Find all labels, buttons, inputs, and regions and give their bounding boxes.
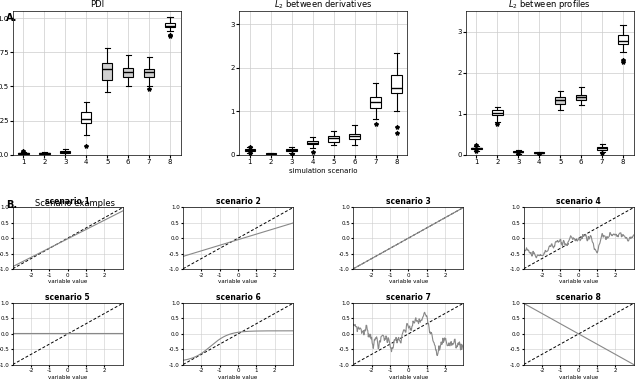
PathPatch shape	[513, 151, 524, 152]
Text: Scenario examples: Scenario examples	[35, 200, 115, 209]
PathPatch shape	[392, 75, 402, 93]
PathPatch shape	[597, 147, 607, 150]
PathPatch shape	[60, 151, 70, 153]
Title: PDI: PDI	[90, 0, 104, 9]
Title: $L_2$ between derivatives: $L_2$ between derivatives	[274, 0, 372, 11]
Title: scenario 6: scenario 6	[216, 293, 260, 302]
X-axis label: variable value: variable value	[388, 279, 428, 284]
Title: scenario 1: scenario 1	[45, 198, 90, 206]
PathPatch shape	[576, 95, 586, 100]
PathPatch shape	[492, 110, 502, 116]
PathPatch shape	[534, 152, 545, 153]
Title: scenario 8: scenario 8	[556, 293, 601, 302]
X-axis label: variable value: variable value	[48, 375, 88, 380]
Title: $L_2$ between profiles: $L_2$ between profiles	[508, 0, 591, 11]
PathPatch shape	[244, 149, 255, 151]
X-axis label: variable value: variable value	[48, 279, 88, 284]
X-axis label: simulation scenario: simulation scenario	[289, 168, 358, 174]
Title: scenario 3: scenario 3	[386, 198, 431, 206]
PathPatch shape	[123, 68, 133, 78]
PathPatch shape	[471, 147, 481, 149]
X-axis label: variable value: variable value	[559, 279, 598, 284]
PathPatch shape	[307, 141, 318, 144]
PathPatch shape	[39, 153, 49, 154]
Title: scenario 7: scenario 7	[386, 293, 431, 302]
PathPatch shape	[81, 112, 92, 124]
PathPatch shape	[102, 63, 113, 80]
PathPatch shape	[18, 153, 29, 154]
X-axis label: variable value: variable value	[559, 375, 598, 380]
PathPatch shape	[618, 35, 628, 44]
Title: scenario 4: scenario 4	[556, 198, 601, 206]
Text: B.: B.	[6, 200, 17, 209]
PathPatch shape	[287, 149, 297, 151]
PathPatch shape	[144, 69, 154, 77]
Title: scenario 2: scenario 2	[216, 198, 260, 206]
X-axis label: variable value: variable value	[388, 375, 428, 380]
Title: scenario 5: scenario 5	[45, 293, 90, 302]
X-axis label: variable value: variable value	[218, 279, 258, 284]
X-axis label: variable value: variable value	[218, 375, 258, 380]
PathPatch shape	[555, 97, 565, 104]
PathPatch shape	[349, 134, 360, 139]
Text: A.: A.	[6, 13, 18, 23]
PathPatch shape	[371, 97, 381, 108]
PathPatch shape	[328, 136, 339, 142]
PathPatch shape	[165, 23, 175, 27]
